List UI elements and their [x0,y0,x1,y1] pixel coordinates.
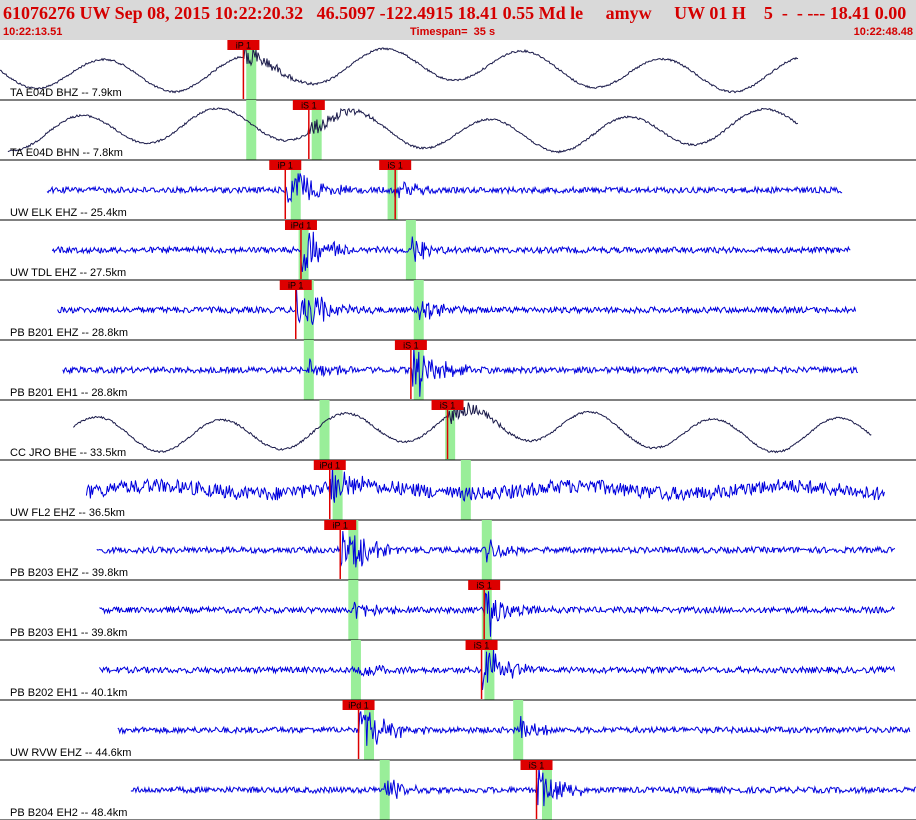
end-time: 10:22:48.48 [853,26,913,38]
waveform [99,591,895,637]
pick-label: iPd 1 [291,221,312,231]
trace-row[interactable]: iS 1 TA E04D BHN -- 7.8km [0,100,916,161]
predicted-arrival-band [303,280,314,340]
predicted-arrival-band [481,520,492,580]
predicted-arrival-band [481,580,492,640]
waveform [62,347,858,397]
trace-label: CC JRO BHE -- 33.5km [10,447,126,459]
seismogram-panel[interactable]: iP 1 TA E04D BHZ -- 7.9km iS 1 TA E04D BHN … [0,40,916,820]
pick-label: iPd 1 [320,461,341,471]
waveform [51,231,851,272]
predicted-arrival-band [387,160,398,220]
pick-flag[interactable] [431,400,464,410]
pick-flag[interactable] [520,760,553,770]
predicted-arrival-band [405,220,416,280]
pick-flag[interactable] [313,460,346,470]
waveform [57,289,857,325]
trace-row[interactable]: iS 1 CC JRO BHE -- 33.5km [0,400,916,461]
trace-label: TA E04D BHN -- 7.8km [10,147,123,159]
predicted-arrival-band [246,40,257,100]
trace-label: PB B203 EHZ -- 39.8km [10,567,128,579]
pick-label: iS 1 [474,641,490,651]
pick-flag[interactable] [284,220,317,230]
pick-flag[interactable] [394,340,427,350]
trace-label: PB B202 EH1 -- 40.1km [10,687,127,699]
pick-flag[interactable] [324,520,357,530]
trace-label: TA E04D BHZ -- 7.9km [10,87,122,99]
pick-label: iS 1 [387,161,403,171]
waveform [0,47,799,94]
waveform [117,711,911,746]
predicted-arrival-band [484,640,495,700]
pick-flag[interactable] [468,580,501,590]
trace-row[interactable]: iPd 1 UW TDL EHZ -- 27.5km [0,220,916,281]
pick-label: iP 1 [333,521,348,531]
predicted-arrival-band [290,160,301,220]
trace-row[interactable]: iP 1 iS 1 UW ELK EHZ -- 25.4km [0,160,916,221]
predicted-arrival-band [379,760,390,820]
predicted-arrival-band [445,400,456,460]
pick-label: iS 1 [301,101,317,111]
pick-label: iP 1 [236,41,251,51]
pick-flag[interactable] [227,40,260,50]
predicted-arrival-band [350,640,361,700]
trace-row[interactable]: iS 1 PB B202 EH1 -- 40.1km [0,640,916,701]
event-summary-title: 61076276 UW Sep 08, 2015 10:22:20.32 46.… [3,3,907,23]
predicted-arrival-band [332,460,343,520]
waveform [7,107,799,154]
trace-row[interactable]: iPd 1 UW FL2 EHZ -- 36.5km [0,460,916,521]
pick-flag[interactable] [379,160,412,170]
timespan-label: Timespan= 35 s [410,26,496,38]
predicted-arrival-band [311,100,322,160]
pick-flag[interactable] [465,640,498,650]
trace-row[interactable]: iS 1 PB B201 EH1 -- 28.8km [0,340,916,401]
trace-row[interactable]: iS 1 PB B203 EH1 -- 39.8km [0,580,916,641]
predicted-arrival-band [298,220,309,280]
pick-label: iS 1 [529,761,545,771]
trace-row[interactable]: iP 1 TA E04D BHZ -- 7.9km [0,40,916,101]
trace-row[interactable]: iP 1 PB B201 EHZ -- 28.8km [0,280,916,341]
trace-label: PB B201 EHZ -- 28.8km [10,327,128,339]
pick-flag[interactable] [292,100,325,110]
waveform [130,766,916,807]
waveform [96,531,896,568]
trace-label: UW TDL EHZ -- 27.5km [10,267,126,279]
trace-row[interactable]: iPd 1 UW RVW EHZ -- 44.6km [0,700,916,761]
pick-flag[interactable] [269,160,302,170]
pick-label: iPd 1 [348,701,369,711]
pick-flag[interactable] [279,280,312,290]
trace-label: PB B201 EH1 -- 28.8km [10,387,127,399]
trace-row[interactable]: iP 1 PB B203 EHZ -- 39.8km [0,520,916,581]
event-header: 61076276 UW Sep 08, 2015 10:22:20.32 46.… [0,0,916,40]
waveform [46,173,843,203]
start-time: 10:22:13.51 [3,26,63,38]
trace-label: UW ELK EHZ -- 25.4km [10,207,127,219]
pick-label: iS 1 [403,341,419,351]
trace-label: UW RVW EHZ -- 44.6km [10,747,131,759]
waveform [85,464,885,503]
waveform [99,649,895,690]
pick-flag[interactable] [342,700,375,710]
predicted-arrival-band [246,100,257,160]
trace-label: PB B204 EH2 -- 48.4km [10,807,127,819]
trace-label: UW FL2 EHZ -- 36.5km [10,507,125,519]
waveform [72,402,872,454]
pick-label: iS 1 [440,401,456,411]
pick-label: iP 1 [288,281,303,291]
predicted-arrival-band [319,400,330,460]
pick-label: iS 1 [476,581,492,591]
trace-label: PB B203 EH1 -- 39.8km [10,627,127,639]
predicted-arrival-band [348,580,359,640]
predicted-arrival-band [364,700,375,760]
pick-label: iP 1 [278,161,293,171]
trace-row[interactable]: iS 1 PB B204 EH2 -- 48.4km [0,760,916,820]
